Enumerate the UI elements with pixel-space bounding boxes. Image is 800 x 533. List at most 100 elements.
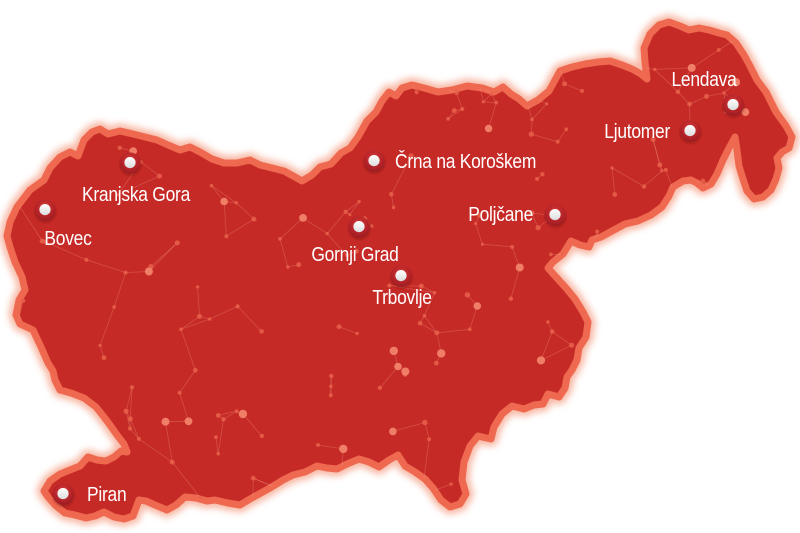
network-dot: [536, 356, 546, 365]
network-line: [654, 67, 693, 70]
city-label-ljutomer: Ljutomer: [604, 121, 671, 144]
network-line: [152, 116, 165, 127]
marker-dot-icon: [684, 125, 696, 137]
network-dot: [64, 31, 70, 37]
network-dot: [213, 37, 217, 41]
network-dot: [344, 253, 349, 257]
network-dot: [716, 48, 721, 52]
network-dot: [530, 117, 534, 122]
network-line: [330, 497, 366, 509]
network-dot: [414, 90, 419, 95]
marker-dot-icon: [395, 270, 407, 282]
network-dot: [162, 124, 167, 128]
marker-dot-icon: [549, 209, 561, 221]
network-dot: [329, 373, 334, 379]
network-line: [150, 242, 178, 268]
city-marker-lendava[interactable]: [722, 94, 744, 116]
network-line: [749, 226, 756, 240]
network-dot: [749, 261, 753, 266]
network-line: [540, 344, 572, 361]
network-line: [113, 272, 126, 308]
network-line: [768, 228, 776, 245]
network-dot: [21, 135, 30, 143]
network-dot: [510, 244, 515, 249]
network-line: [510, 267, 521, 300]
network-dot: [555, 139, 560, 144]
network-dot: [25, 165, 31, 170]
city-label-crna-na-koroskem: Črna na Koroškem: [395, 150, 536, 174]
network-dot: [150, 114, 155, 119]
network-dot: [51, 40, 56, 45]
network-line: [547, 45, 560, 52]
network-dot: [544, 49, 551, 55]
city-marker-gornji-grad[interactable]: [348, 216, 370, 238]
network-line: [706, 92, 725, 97]
city-marker-kranjska-gora[interactable]: [119, 152, 141, 174]
network-dot: [52, 35, 58, 40]
network-line: [179, 115, 195, 135]
network-dot: [650, 137, 656, 142]
network-dot: [418, 283, 424, 289]
city-marker-ljutomer[interactable]: [679, 120, 701, 142]
network-line: [217, 418, 224, 455]
network-dot: [460, 106, 465, 112]
network-dot: [197, 313, 202, 319]
network-dot: [7, 49, 13, 54]
network-line: [388, 285, 435, 294]
network-line: [423, 315, 438, 334]
city-label-bovec: Bovec: [44, 228, 91, 251]
network-dot: [329, 505, 334, 510]
network-dot: [419, 493, 424, 498]
network-line: [197, 286, 200, 317]
network-dot: [182, 82, 187, 87]
network-dot: [357, 199, 361, 204]
network-dot: [489, 92, 493, 96]
network-dot: [252, 33, 256, 37]
marker-dot-icon: [727, 99, 739, 111]
network-dot: [446, 117, 450, 121]
network-dot: [756, 213, 762, 219]
network-dot: [515, 263, 524, 272]
network-line: [193, 107, 224, 116]
city-marker-poljcane[interactable]: [544, 204, 566, 226]
city-markers: [34, 94, 744, 505]
network-line: [282, 490, 292, 495]
network-line: [658, 368, 706, 392]
city-label-group-gornji-grad: Gornji Grad: [311, 244, 398, 267]
city-marker-piran[interactable]: [52, 483, 74, 505]
network-dot: [184, 417, 193, 426]
network-line: [549, 419, 566, 477]
network-dot: [657, 162, 663, 168]
network-dot: [610, 166, 614, 170]
network-dot: [336, 324, 342, 330]
network-dot: [546, 320, 550, 324]
network-dot: [389, 427, 397, 436]
network-dot: [343, 209, 348, 214]
city-marker-bovec[interactable]: [34, 199, 56, 221]
city-marker-crna-na-koroskem[interactable]: [363, 150, 385, 172]
network-dot: [157, 173, 162, 179]
network-dot: [316, 443, 320, 447]
network-line: [714, 359, 733, 374]
network-line: [129, 428, 140, 440]
network-dot: [704, 93, 709, 99]
network-dot: [417, 320, 423, 326]
network-dot: [422, 313, 427, 318]
city-label-kranjska-gora: Kranjska Gora: [82, 184, 191, 207]
network-line: [44, 241, 87, 261]
network-dot: [549, 252, 553, 257]
city-marker-trbovlje[interactable]: [390, 265, 412, 287]
network-dot: [169, 459, 175, 465]
network-dot: [8, 351, 12, 355]
network-dot: [220, 104, 226, 110]
network-dot: [612, 192, 618, 197]
network-line: [86, 259, 126, 274]
network-dot: [562, 81, 568, 87]
network-dot: [224, 234, 229, 239]
network-line: [138, 438, 173, 463]
network-line: [765, 419, 792, 421]
network-dot: [675, 89, 681, 95]
network-dot: [174, 240, 180, 246]
network-line: [654, 322, 697, 331]
